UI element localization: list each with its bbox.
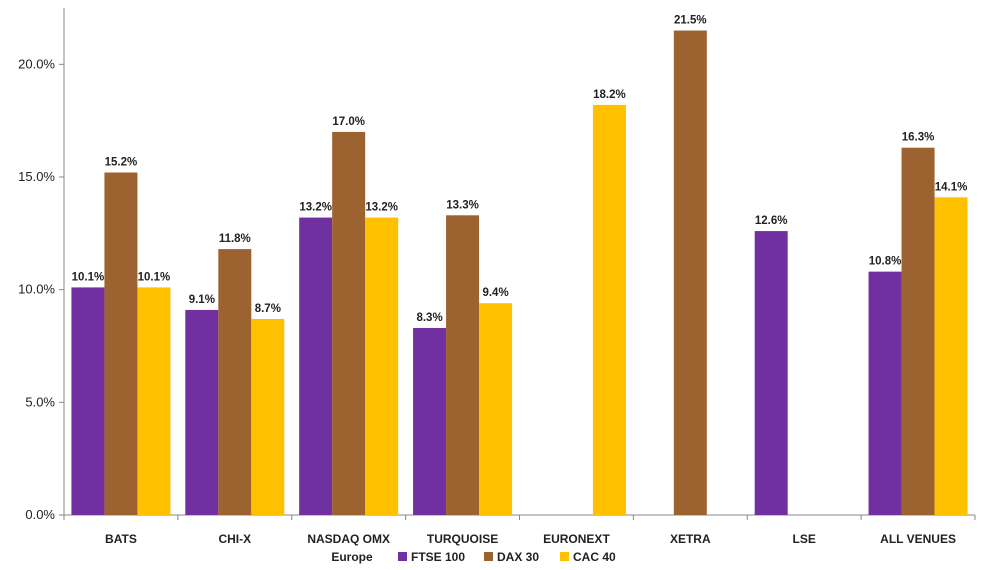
bar-cac-40	[251, 318, 285, 515]
data-label: 9.4%	[482, 287, 508, 299]
legend-swatch	[398, 552, 407, 561]
bar-dax-30	[673, 30, 707, 516]
x-tick-label: LSE	[793, 532, 816, 546]
bar-cac-40	[137, 287, 171, 515]
bar-ftse-100	[185, 309, 219, 515]
data-label: 10.1%	[72, 271, 105, 283]
bar-cac-40	[479, 303, 513, 515]
bar-dax-30	[104, 172, 138, 515]
x-tick-label: BATS	[105, 532, 137, 546]
y-tick-label: 0.0%	[25, 507, 55, 522]
legend-label: DAX 30	[497, 550, 539, 564]
bar-cac-40	[934, 197, 968, 515]
bar-cac-40	[365, 217, 399, 515]
legend-swatch	[560, 552, 569, 561]
legend-label: CAC 40	[573, 550, 616, 564]
bar-ftse-100	[868, 271, 902, 515]
data-label: 16.3%	[902, 132, 935, 144]
data-label: 10.1%	[138, 271, 171, 283]
data-label: 10.8%	[869, 256, 902, 268]
y-tick-label: 5.0%	[25, 394, 55, 409]
data-label: 13.3%	[446, 199, 479, 211]
data-label: 14.1%	[935, 181, 968, 193]
bar-dax-30	[218, 249, 252, 515]
data-label: 17.0%	[332, 116, 365, 128]
data-label: 21.5%	[674, 15, 707, 27]
data-labels: 10.1% 9.1% 13.2% 8.3% 12.6% 10.8% 15.2% 11.8% 17…	[72, 15, 968, 324]
bars	[71, 30, 968, 516]
y-tick-label: 10.0%	[18, 282, 55, 297]
bar-cac-40	[592, 104, 626, 515]
data-label: 13.2%	[365, 202, 398, 214]
x-tick-label: NASDAQ OMX	[307, 532, 390, 546]
data-label: 8.7%	[255, 303, 281, 315]
legend-title: Europe	[331, 550, 373, 564]
bar-ftse-100	[71, 287, 105, 515]
bar-dax-30	[901, 147, 935, 515]
data-label: 8.3%	[416, 312, 442, 324]
bar-ftse-100	[299, 217, 333, 515]
data-label: 12.6%	[755, 215, 788, 227]
x-tick-label: EURONEXT	[543, 532, 610, 546]
x-tick-label: TURQUOISE	[427, 532, 498, 546]
y-tick-label: 20.0%	[18, 56, 55, 71]
data-label: 11.8%	[219, 233, 251, 245]
x-tick-label: CHI-X	[218, 532, 251, 546]
legend-label: FTSE 100	[411, 550, 465, 564]
data-label: 18.2%	[593, 89, 626, 101]
y-tick-label: 15.0%	[18, 169, 55, 184]
bar-ftse-100	[754, 231, 788, 515]
bar-dax-30	[332, 131, 366, 515]
bar-ftse-100	[413, 327, 447, 515]
data-label: 15.2%	[105, 156, 138, 168]
x-tick-label: ALL VENUES	[880, 532, 956, 546]
data-label: 9.1%	[189, 294, 215, 306]
legend-swatch	[484, 552, 493, 561]
x-tick-label: XETRA	[670, 532, 711, 546]
data-label: 13.2%	[299, 202, 332, 214]
bar-dax-30	[446, 215, 480, 515]
legend: Europe FTSE 100 DAX 30 CAC 40	[331, 550, 616, 564]
